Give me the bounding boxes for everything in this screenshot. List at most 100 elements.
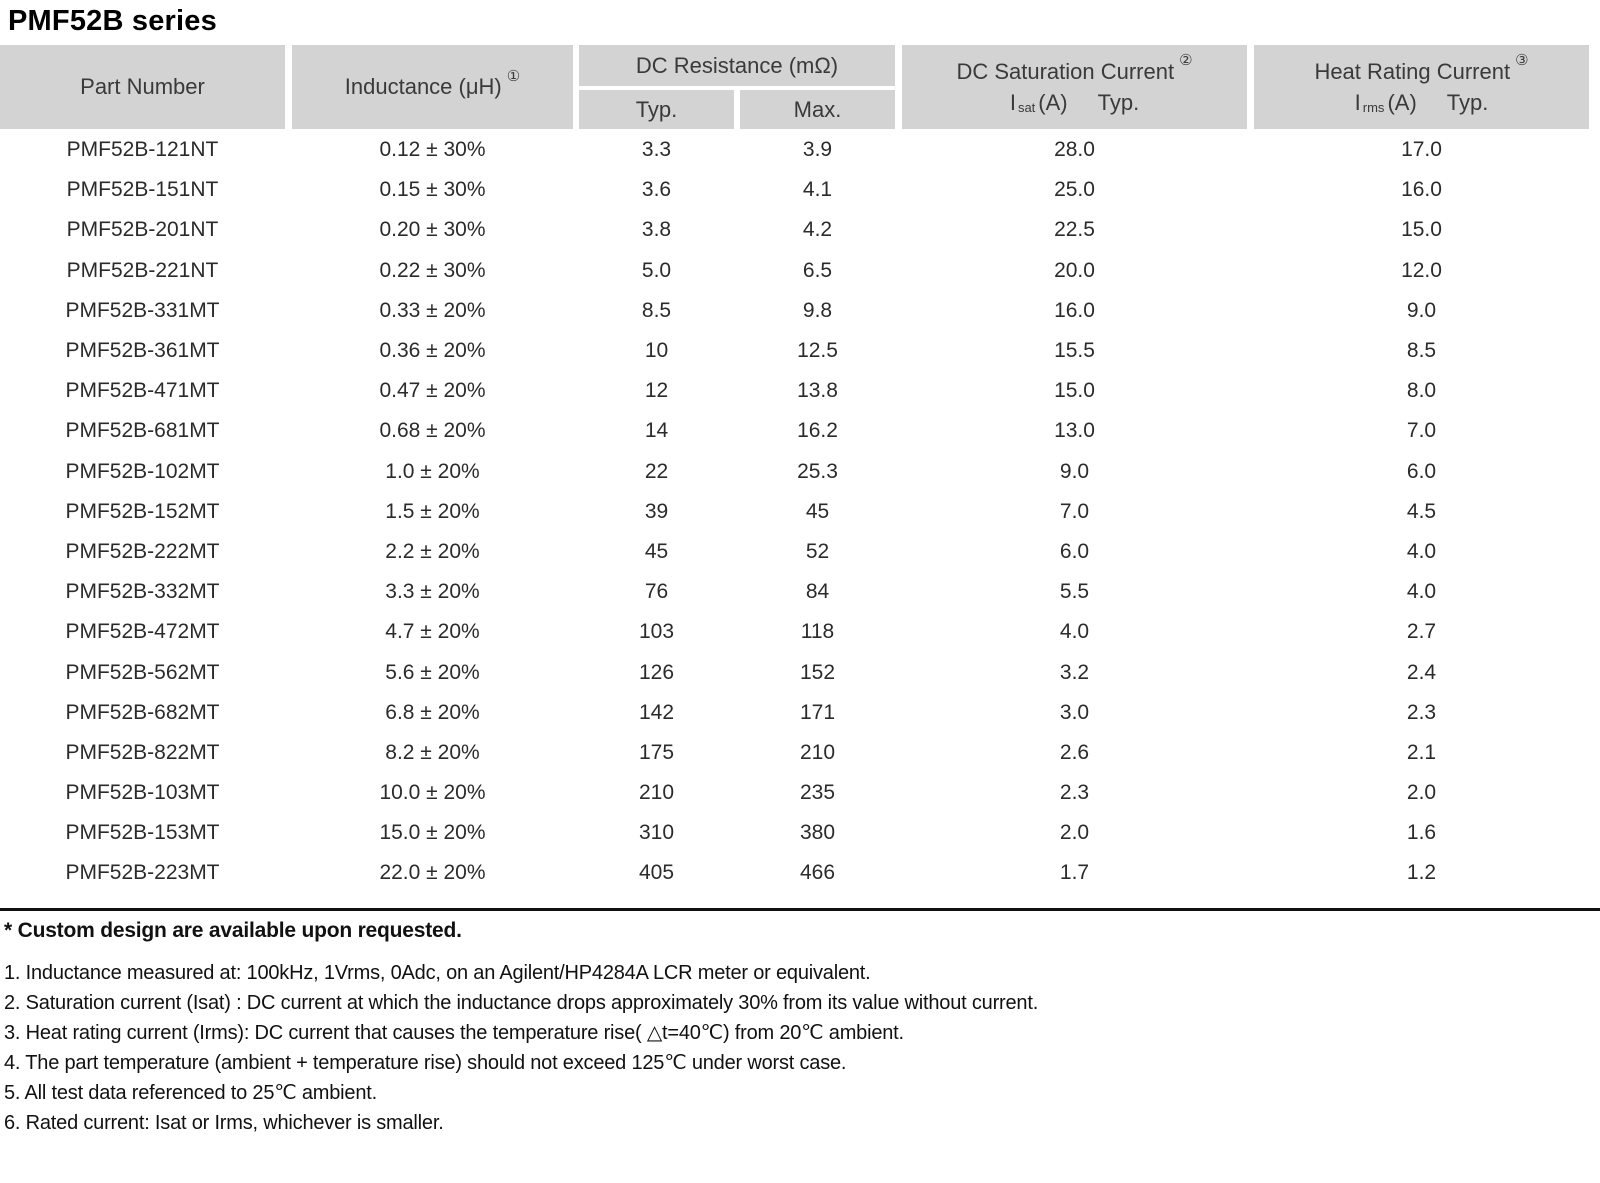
footnote-1: 1. Inductance measured at: 100kHz, 1Vrms… [4, 962, 871, 984]
irms-cell: 1.6 [1406, 821, 1437, 845]
irms-cell: 4.5 [1406, 499, 1437, 523]
inductance-cell: 6.8 ± 20% [385, 700, 480, 724]
header-isat-title: DC Saturation Current [956, 58, 1175, 84]
dcr-max-cell: 466 [799, 861, 836, 885]
table-header: Part Number Inductance (μH) ① DC Resista… [0, 45, 1589, 129]
inductance-cell: 5.6 ± 20% [385, 660, 480, 684]
table-row: PMF52B-361MT 0.36 ± 20% 10 12.5 15.5 8.5 [0, 331, 1589, 371]
dcr-typ-cell: 103 [638, 620, 675, 644]
irms-cell: 8.5 [1406, 339, 1437, 363]
dcr-max-cell: 6.5 [802, 258, 833, 282]
dcr-typ-cell: 39 [644, 499, 669, 523]
inductance-cell: 4.7 ± 20% [385, 620, 480, 644]
dcr-typ-cell: 76 [644, 580, 669, 604]
dcr-max-cell: 235 [799, 781, 836, 805]
irms-cell: 6.0 [1406, 459, 1437, 483]
dcr-max-cell: 52 [805, 539, 830, 563]
inductance-cell: 0.68 ± 20% [379, 419, 486, 443]
irms-cell: 2.1 [1406, 740, 1437, 764]
table-row: PMF52B-331MT 0.33 ± 20% 8.5 9.8 16.0 9.0 [0, 291, 1589, 331]
inductance-cell: 0.12 ± 30% [379, 138, 486, 162]
irms-cell: 2.7 [1406, 620, 1437, 644]
part-number-cell: PMF52B-822MT [65, 740, 220, 764]
table-row: PMF52B-103MT 10.0 ± 20% 210 235 2.3 2.0 [0, 773, 1589, 813]
dcr-typ-cell: 10 [644, 339, 669, 363]
irms-cell: 2.3 [1406, 700, 1437, 724]
inductance-cell: 2.2 ± 20% [385, 539, 480, 563]
irms-cell: 4.0 [1406, 580, 1437, 604]
dcr-typ-cell: 3.8 [641, 218, 672, 242]
header-dc-resistance-label: DC Resistance (mΩ) [635, 52, 839, 78]
dcr-max-cell: 118 [800, 620, 835, 644]
dcr-max-cell: 171 [799, 700, 836, 724]
dcr-typ-cell: 14 [644, 419, 669, 443]
table-body: PMF52B-121NT 0.12 ± 30% 3.3 3.9 28.0 17.… [0, 130, 1589, 894]
table-row: PMF52B-152MT 1.5 ± 20% 39 45 7.0 4.5 [0, 492, 1589, 532]
inductance-cell: 22.0 ± 20% [379, 861, 486, 885]
header-irms-title-line: Heat Rating Current ③ [1314, 53, 1528, 85]
table-row: PMF52B-471MT 0.47 ± 20% 12 13.8 15.0 8.0 [0, 371, 1589, 411]
isat-cell: 22.5 [1054, 218, 1095, 242]
dcr-typ-cell: 210 [638, 781, 675, 805]
inductance-cell: 0.20 ± 30% [379, 218, 486, 242]
irms-cell: 17.0 [1401, 138, 1442, 162]
part-number-cell: PMF52B-152MT [65, 499, 220, 523]
isat-cell: 20.0 [1054, 258, 1095, 282]
part-number-cell: PMF52B-153MT [65, 821, 220, 845]
isat-cell: 16.0 [1054, 298, 1095, 322]
inductance-cell: 0.33 ± 20% [379, 298, 486, 322]
part-number-cell: PMF52B-102MT [65, 459, 220, 483]
page-title: PMF52B series [8, 5, 217, 37]
dcr-max-cell: 25.3 [797, 459, 838, 483]
dcr-typ-cell: 8.5 [641, 298, 672, 322]
table-row: PMF52B-151NT 0.15 ± 30% 3.6 4.1 25.0 16.… [0, 170, 1589, 210]
header-dc-resistance: DC Resistance (mΩ) [579, 45, 895, 86]
isat-cell: 28.0 [1054, 138, 1095, 162]
header-irms-title: Heat Rating Current [1314, 58, 1511, 84]
irms-subscript: rms [1362, 100, 1385, 115]
part-number-cell: PMF52B-562MT [65, 660, 220, 684]
footnote-ref-2-icon: ② [1179, 52, 1193, 69]
isat-cell: 4.0 [1059, 620, 1090, 644]
header-dc-resistance-group: DC Resistance (mΩ) Typ. Max. [579, 45, 895, 129]
footnote-ref-3-icon: ③ [1515, 52, 1529, 69]
irms-cell: 2.0 [1406, 781, 1437, 805]
footnote-6: 6. Rated current: Isat or Irms, whicheve… [4, 1112, 444, 1134]
dcr-typ-cell: 175 [638, 740, 675, 764]
dcr-max-cell: 13.8 [797, 379, 838, 403]
inductance-cell: 15.0 ± 20% [379, 821, 486, 845]
table-row: PMF52B-332MT 3.3 ± 20% 76 84 5.5 4.0 [0, 572, 1589, 612]
irms-cell: 2.4 [1406, 660, 1437, 684]
inductance-cell: 3.3 ± 20% [385, 580, 480, 604]
part-number-cell: PMF52B-222MT [65, 539, 220, 563]
footnote-5: 5. All test data referenced to 25℃ ambie… [4, 1082, 377, 1104]
isat-subscript: sat [1017, 100, 1036, 115]
header-isat-title-line: DC Saturation Current ② [956, 53, 1192, 85]
dcr-max-cell: 152 [799, 660, 836, 684]
isat-unit: (A) [1038, 89, 1068, 115]
part-number-cell: PMF52B-682MT [65, 700, 220, 724]
dcr-typ-cell: 3.6 [641, 178, 672, 202]
isat-cell: 3.0 [1059, 700, 1090, 724]
dcr-max-cell: 45 [805, 499, 830, 523]
dcr-max-cell: 380 [799, 821, 836, 845]
header-dcr-max: Max. [740, 90, 895, 129]
dcr-typ-cell: 142 [638, 700, 675, 724]
dcr-max-cell: 12.5 [797, 339, 838, 363]
part-number-cell: PMF52B-103MT [65, 781, 220, 805]
dcr-typ-cell: 45 [644, 539, 669, 563]
dcr-max-cell: 4.1 [802, 178, 833, 202]
dcr-typ-cell: 126 [638, 660, 675, 684]
part-number-cell: PMF52B-361MT [65, 339, 220, 363]
irms-symbol: I [1354, 89, 1361, 115]
table-row: PMF52B-681MT 0.68 ± 20% 14 16.2 13.0 7.0 [0, 411, 1589, 451]
inductance-cell: 1.0 ± 20% [385, 459, 480, 483]
table-row: PMF52B-472MT 4.7 ± 20% 103 118 4.0 2.7 [0, 612, 1589, 652]
dcr-max-cell: 9.8 [802, 298, 833, 322]
footnote-3: 3. Heat rating current (Irms): DC curren… [4, 1022, 904, 1044]
isat-typ-label: Typ. [1097, 89, 1140, 115]
